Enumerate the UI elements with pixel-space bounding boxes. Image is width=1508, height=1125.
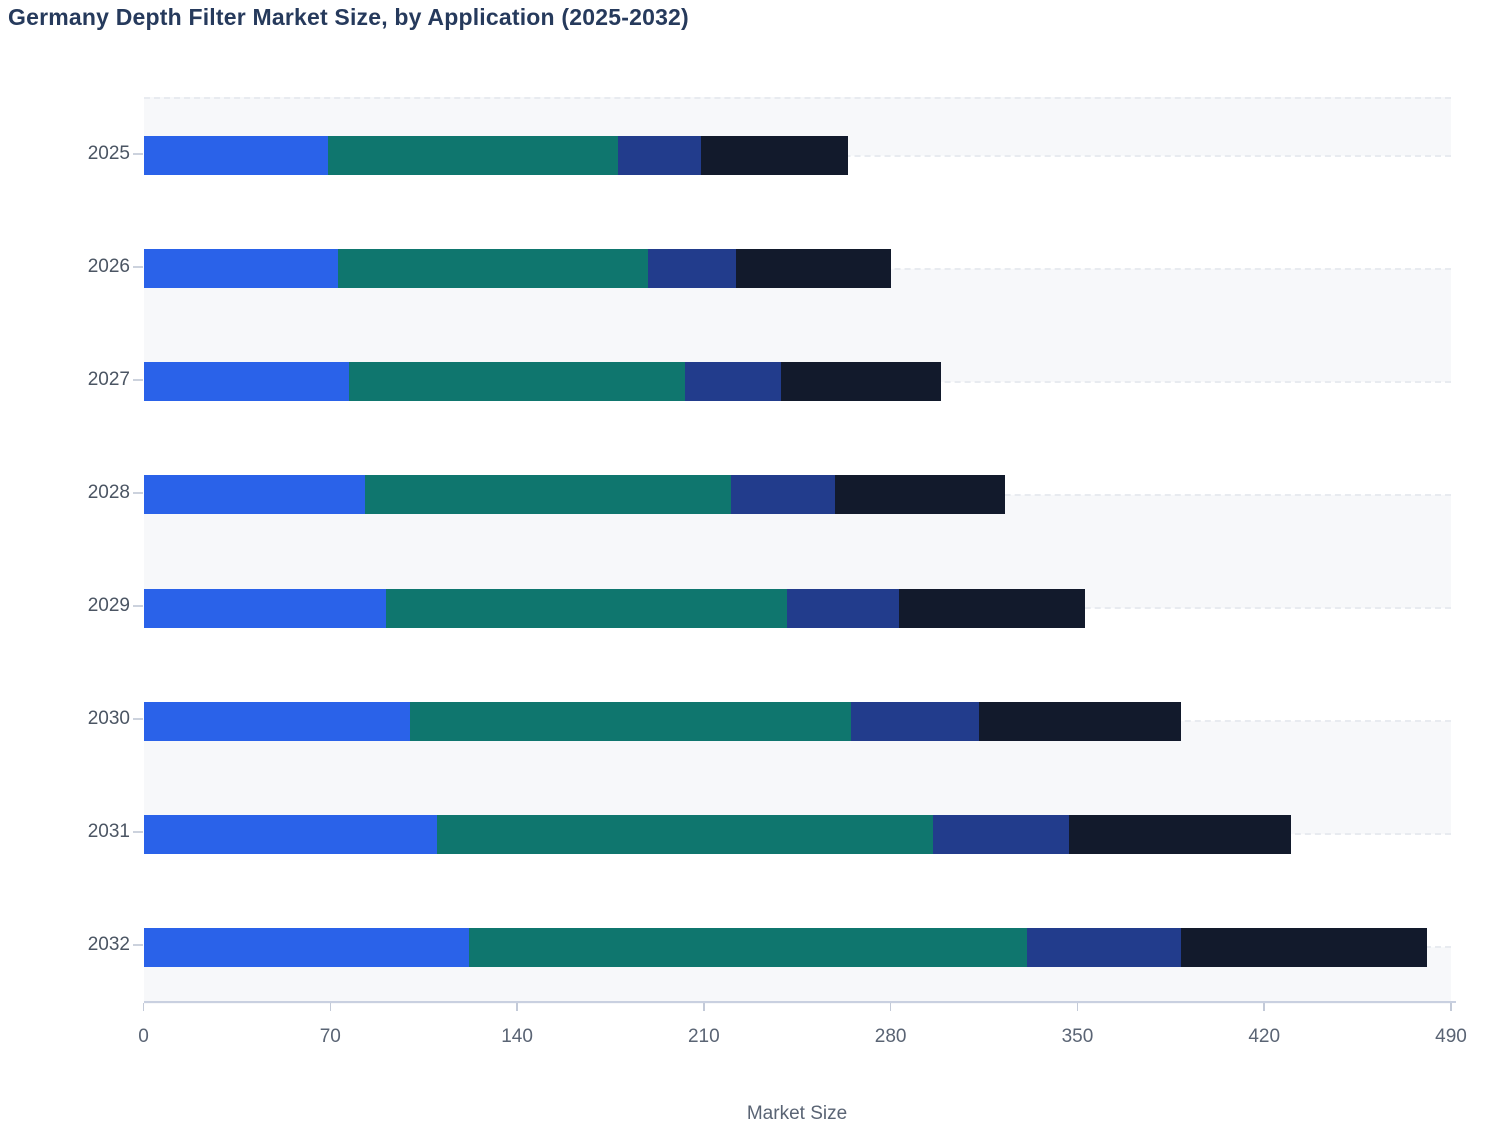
- x-tick-label-70: 70: [319, 1026, 341, 1047]
- bar-segment-series-3[interactable]: [1026, 927, 1182, 967]
- y-axis-label-2030: 2030: [87, 708, 130, 730]
- bar-segment-series-4[interactable]: [834, 475, 1006, 515]
- x-tick-label-280: 280: [874, 1026, 907, 1047]
- y-tick: [133, 491, 143, 494]
- bar-segment-series-4[interactable]: [1181, 927, 1427, 967]
- bar-segment-series-3[interactable]: [647, 249, 736, 289]
- bar-segment-series-2[interactable]: [348, 362, 686, 402]
- bar-segment-series-4[interactable]: [978, 701, 1182, 741]
- y-tick: [133, 152, 143, 155]
- x-axis-title: Market Size: [746, 1103, 848, 1124]
- bar-segment-series-2[interactable]: [437, 814, 934, 854]
- x-tick-label-0: 0: [138, 1026, 149, 1047]
- bar-segment-series-2[interactable]: [386, 588, 787, 628]
- plot-area: [143, 97, 1451, 1004]
- chart-title: Germany Depth Filter Market Size, by App…: [8, 4, 689, 30]
- y-tick: [133, 378, 143, 381]
- x-tick: [329, 1003, 332, 1011]
- bar-2030: [143, 701, 1182, 741]
- bar-segment-series-4[interactable]: [735, 249, 891, 289]
- bar-segment-series-2[interactable]: [364, 475, 731, 515]
- x-tick-label-350: 350: [1061, 1026, 1094, 1047]
- y-axis-label-2032: 2032: [87, 934, 130, 956]
- y-axis-label-2028: 2028: [87, 481, 130, 503]
- bar-segment-series-2[interactable]: [327, 136, 619, 176]
- bar-2031: [143, 814, 1291, 854]
- y-axis-label-2027: 2027: [87, 368, 130, 390]
- bar-segment-series-1[interactable]: [143, 927, 470, 967]
- x-tick: [142, 1003, 145, 1011]
- bar-2032: [143, 927, 1427, 967]
- bar-segment-series-1[interactable]: [143, 136, 328, 176]
- y-tick: [133, 605, 143, 608]
- x-axis-line: [143, 1001, 1456, 1003]
- bar-2028: [143, 475, 1006, 515]
- bar-segment-series-2[interactable]: [410, 701, 851, 741]
- bar-2027: [143, 362, 942, 402]
- bar-segment-series-1[interactable]: [143, 814, 438, 854]
- bar-segment-series-4[interactable]: [898, 588, 1086, 628]
- y-axis-label-2031: 2031: [87, 821, 130, 843]
- bar-segment-series-1[interactable]: [143, 249, 339, 289]
- bar-segment-series-4[interactable]: [1069, 814, 1291, 854]
- bar-segment-series-3[interactable]: [786, 588, 899, 628]
- bar-segment-series-2[interactable]: [469, 927, 1027, 967]
- bar-2026: [143, 249, 891, 289]
- y-axis-label-2025: 2025: [87, 142, 130, 164]
- bar-segment-series-3[interactable]: [730, 475, 835, 515]
- bar-segment-series-1[interactable]: [143, 701, 411, 741]
- bar-segment-series-1[interactable]: [143, 475, 365, 515]
- x-tick-label-210: 210: [687, 1026, 720, 1047]
- y-axis-label-2029: 2029: [87, 595, 130, 617]
- y-tick: [133, 944, 143, 947]
- x-tick: [1450, 1003, 1452, 1011]
- bar-segment-series-3[interactable]: [850, 701, 979, 741]
- bar-segment-series-1[interactable]: [143, 362, 349, 402]
- bar-segment-series-3[interactable]: [685, 362, 782, 402]
- bar-segment-series-3[interactable]: [933, 814, 1070, 854]
- x-tick-label-140: 140: [501, 1026, 533, 1047]
- bar-segment-series-2[interactable]: [338, 249, 648, 289]
- y-tick: [133, 831, 143, 834]
- y-axis-label-2026: 2026: [87, 255, 130, 277]
- y-tick: [133, 265, 143, 268]
- x-tick-label-420: 420: [1248, 1026, 1281, 1047]
- x-tick: [1263, 1003, 1265, 1011]
- x-tick: [703, 1003, 705, 1011]
- bar-2029: [143, 588, 1086, 628]
- bar-segment-series-4[interactable]: [701, 136, 848, 176]
- x-tick: [889, 1003, 892, 1011]
- bar-segment-series-3[interactable]: [618, 136, 702, 176]
- x-tick: [1076, 1003, 1079, 1011]
- bar-segment-series-1[interactable]: [143, 588, 387, 628]
- x-tick-label-490: 490: [1435, 1026, 1467, 1047]
- bar-2025: [143, 136, 848, 176]
- x-tick: [516, 1003, 518, 1011]
- y-tick: [133, 718, 143, 721]
- bar-segment-series-4[interactable]: [781, 362, 942, 402]
